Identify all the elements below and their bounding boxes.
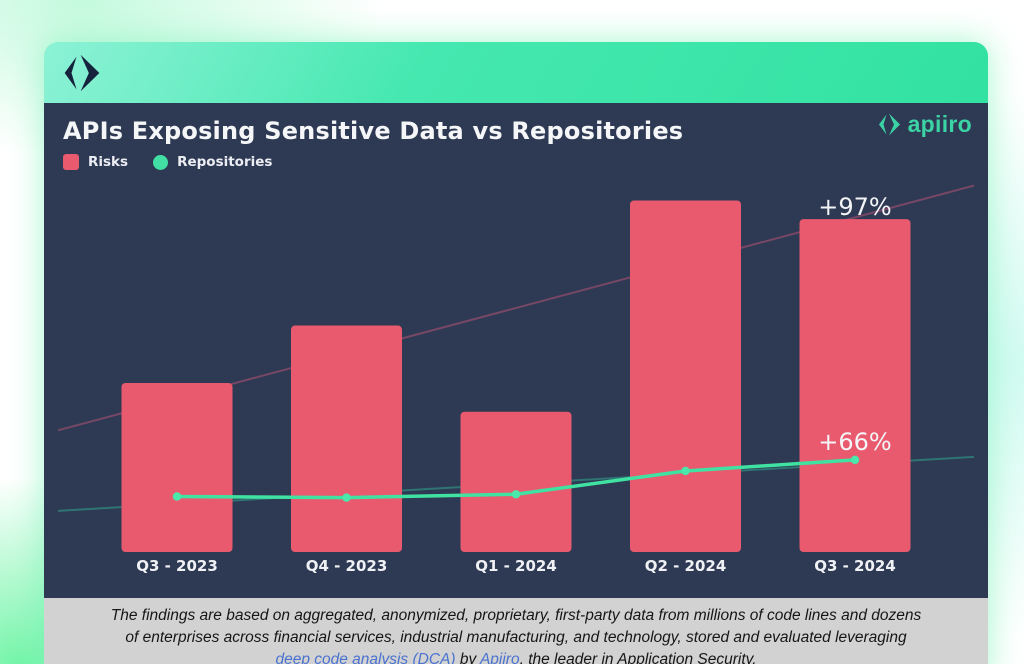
line-marker xyxy=(511,490,521,499)
line-marker xyxy=(681,466,690,476)
x-axis-label: Q1 - 2024 xyxy=(475,557,557,575)
risk-bar xyxy=(799,219,911,552)
footer-text: by xyxy=(455,651,480,664)
chart-canvas: Q3 - 2023 Q4 - 2023 Q1 - 2024 Q2 - 2024 Q3 -… xyxy=(57,184,975,575)
footer-link[interactable]: Apiiro xyxy=(479,651,520,664)
chart-legend: Risks Repositories xyxy=(63,154,683,170)
footer-link[interactable]: deep code analysis (DCA) xyxy=(275,651,456,664)
x-axis-label: Q3 - 2024 xyxy=(814,557,896,575)
chart-title: APIs Exposing Sensitive Data vs Reposito… xyxy=(63,117,684,145)
x-axis-label: Q2 - 2024 xyxy=(645,557,727,575)
footer-line-2: of enterprises across financial services… xyxy=(125,629,907,646)
risk-bar xyxy=(630,200,741,552)
footer-note: The findings are based on aggregated, an… xyxy=(44,598,988,664)
line-marker xyxy=(342,493,351,502)
footer-line-3: deep code analysis (DCA) by Apiiro, the … xyxy=(44,649,988,664)
report-card: APIs Exposing Sensitive Data vs Reposito… xyxy=(44,42,988,664)
legend-label-risks: Risks xyxy=(88,154,129,170)
x-axis-label: Q3 - 2023 xyxy=(136,557,218,575)
chart-header: APIs Exposing Sensitive Data vs Reposito… xyxy=(63,117,683,170)
apiiro-logo-icon xyxy=(878,113,900,136)
risks-swatch xyxy=(63,154,79,170)
risk-bar xyxy=(460,411,572,552)
legend-label-repositories: Repositories xyxy=(177,154,273,170)
footer-text: , the leader in Application Security. xyxy=(519,651,757,664)
brand-top-bar xyxy=(44,42,988,103)
x-axis-label: Q4 - 2023 xyxy=(306,557,388,575)
legend-item-risks: Risks xyxy=(63,154,128,170)
chart-panel: APIs Exposing Sensitive Data vs Reposito… xyxy=(44,103,988,598)
annotation-+66%: +66% xyxy=(818,428,891,456)
line-marker xyxy=(850,455,860,465)
repositories-swatch xyxy=(153,154,169,170)
risk-bar xyxy=(121,383,233,552)
line-marker xyxy=(172,492,182,501)
annotation-+97%: +97% xyxy=(818,193,891,221)
risk-bar xyxy=(291,325,402,552)
footer-line-1: The findings are based on aggregated, an… xyxy=(110,607,922,624)
apiiro-brand-logo: apiiro xyxy=(877,111,972,138)
apiiro-diamond-mark-icon xyxy=(64,54,100,91)
apiiro-brand-name: apiiro xyxy=(907,111,972,137)
legend-item-repositories: Repositories xyxy=(153,154,272,170)
